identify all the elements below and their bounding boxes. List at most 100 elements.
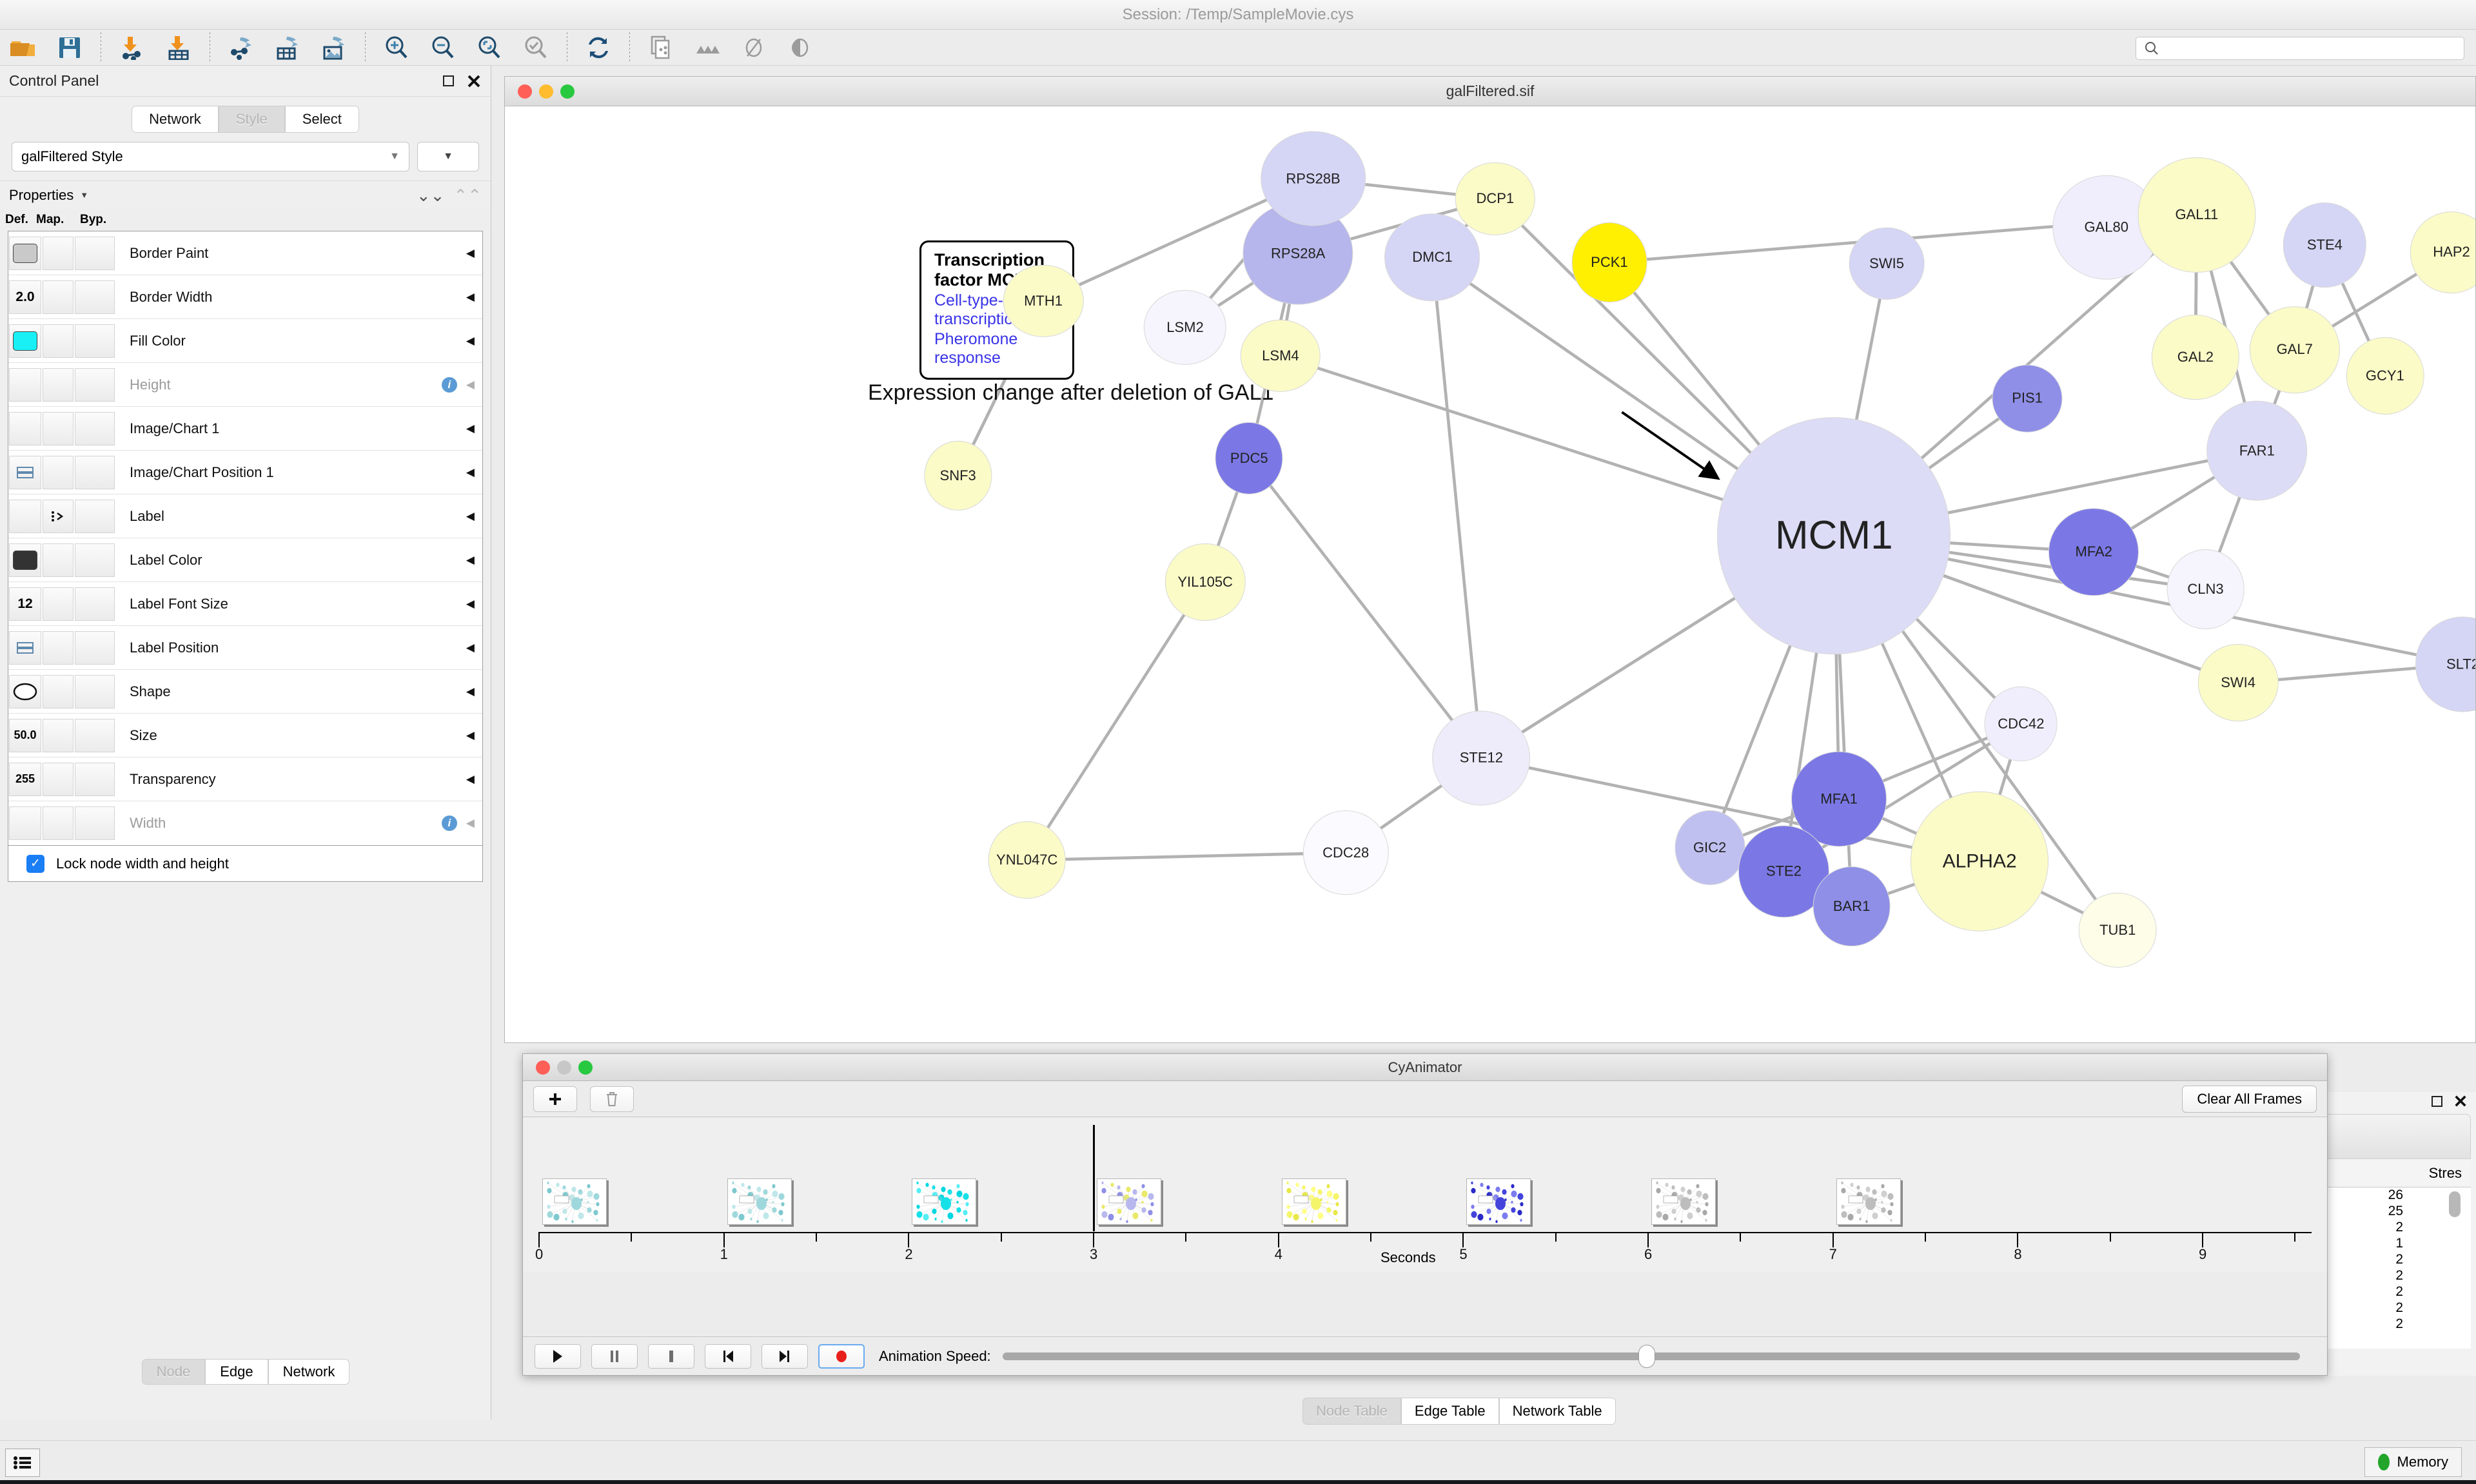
network-node-cln3[interactable]: CLN3 — [2166, 549, 2245, 630]
refresh-layout-icon[interactable] — [575, 30, 622, 66]
network-node-dcp1[interactable]: DCP1 — [1455, 162, 1536, 235]
property-row-label-position[interactable]: Label Position ◀ — [8, 626, 482, 670]
property-mapping-cell[interactable] — [43, 718, 74, 752]
show-all-icon[interactable] — [684, 30, 731, 66]
delete-frame-button[interactable] — [590, 1086, 634, 1112]
close-button[interactable] — [518, 84, 532, 99]
network-node-gal11[interactable]: GAL11 — [2137, 157, 2256, 273]
network-node-ste12[interactable]: STE12 — [1432, 710, 1531, 806]
property-mapping-cell[interactable] — [43, 630, 74, 665]
hide-selected-icon[interactable] — [731, 30, 777, 66]
pause-button[interactable] — [591, 1343, 638, 1369]
tab-style[interactable]: Style — [218, 106, 285, 133]
property-default-cell[interactable]: 2.0 — [9, 280, 41, 314]
property-bypass-cell[interactable] — [75, 236, 115, 270]
expand-arrow-icon[interactable]: ◀ — [466, 817, 475, 829]
property-bypass-cell[interactable] — [75, 762, 115, 796]
property-default-cell[interactable]: 12 — [9, 587, 41, 621]
network-node-lsm4[interactable]: LSM4 — [1240, 320, 1321, 393]
property-row-size[interactable]: 50.0 Size ◀ — [8, 714, 482, 757]
property-default-cell[interactable] — [9, 543, 41, 577]
property-default-cell[interactable] — [9, 324, 41, 358]
property-mapping-cell[interactable] — [43, 455, 74, 489]
export-image-icon[interactable] — [311, 30, 357, 66]
property-row-image-chart-1[interactable]: Image/Chart 1 ◀ — [8, 407, 482, 451]
minimize-button[interactable] — [539, 84, 553, 99]
tab-edge[interactable]: Edge — [205, 1359, 268, 1385]
property-bypass-cell[interactable] — [75, 806, 115, 840]
minimize-button[interactable] — [557, 1060, 571, 1075]
animation-frame[interactable] — [1836, 1178, 1901, 1225]
network-node-mcm1[interactable]: MCM1 — [1717, 417, 1951, 654]
animation-frame[interactable] — [912, 1178, 977, 1225]
expand-arrow-icon[interactable]: ◀ — [466, 641, 475, 654]
animation-frame[interactable] — [542, 1178, 607, 1225]
property-row-transparency[interactable]: 255 Transparency ◀ — [8, 757, 482, 801]
property-mapping-cell[interactable] — [43, 280, 74, 314]
property-bypass-cell[interactable] — [75, 587, 115, 621]
table-row[interactable]: 2 — [2395, 1268, 2403, 1283]
property-mapping-cell[interactable] — [43, 543, 74, 577]
table-row[interactable]: 2 — [2395, 1220, 2403, 1235]
animation-frame[interactable] — [1466, 1178, 1531, 1225]
property-default-cell[interactable] — [9, 455, 41, 489]
tab-network-style[interactable]: Network — [268, 1359, 350, 1385]
property-bypass-cell[interactable] — [75, 630, 115, 665]
play-button[interactable] — [535, 1343, 581, 1369]
network-node-dmc1[interactable]: DMC1 — [1384, 213, 1480, 302]
network-node-slt2[interactable]: SLT2 — [2415, 616, 2475, 712]
expand-arrow-icon[interactable]: ◀ — [466, 597, 475, 610]
animation-frame[interactable] — [727, 1178, 792, 1225]
open-folder-icon[interactable] — [0, 30, 46, 66]
cyanimator-timeline[interactable]: 0 1 2 3 4 5 6 7 8 9 Seconds — [523, 1117, 2327, 1272]
network-node-cdc28[interactable]: CDC28 — [1302, 810, 1389, 895]
expand-arrow-icon[interactable]: ◀ — [466, 334, 475, 347]
close-button[interactable] — [536, 1060, 550, 1075]
animation-frame[interactable] — [1097, 1178, 1161, 1225]
record-button[interactable] — [818, 1343, 865, 1369]
network-node-swi4[interactable]: SWI4 — [2197, 644, 2279, 722]
clear-all-frames-button[interactable]: Clear All Frames — [2182, 1085, 2317, 1113]
table-row[interactable]: 2 — [2395, 1252, 2403, 1267]
step-backward-button[interactable] — [705, 1343, 751, 1369]
network-node-mfa1[interactable]: MFA1 — [1791, 751, 1887, 847]
property-mapping-cell[interactable] — [43, 806, 74, 840]
color-swatch[interactable] — [13, 331, 37, 351]
stop-button[interactable] — [648, 1343, 694, 1369]
network-node-gic2[interactable]: GIC2 — [1675, 810, 1745, 886]
timeline-playhead[interactable] — [1093, 1125, 1095, 1231]
maximize-button[interactable] — [560, 84, 575, 99]
property-row-width[interactable]: Width i ◀ — [8, 801, 482, 845]
property-row-label-font-size[interactable]: 12 Label Font Size ◀ — [8, 582, 482, 626]
network-node-pdc5[interactable]: PDC5 — [1215, 422, 1283, 495]
property-row-label[interactable]: Label ◀ — [8, 494, 482, 538]
property-default-cell[interactable] — [9, 806, 41, 840]
slider-knob[interactable] — [1638, 1344, 1655, 1368]
network-node-alpha2[interactable]: ALPHA2 — [1911, 791, 2049, 932]
network-canvas[interactable]: Expression change after deletion of GAL1… — [505, 106, 2475, 1042]
property-default-cell[interactable] — [9, 411, 41, 445]
network-node-ste4[interactable]: STE4 — [2283, 202, 2366, 288]
network-node-hap2[interactable]: HAP2 — [2410, 211, 2475, 294]
network-node-lsm2[interactable]: LSM2 — [1143, 289, 1227, 365]
expand-arrow-icon[interactable]: ◀ — [466, 509, 475, 522]
property-bypass-cell[interactable] — [75, 367, 115, 402]
network-node-gal2[interactable]: GAL2 — [2151, 315, 2240, 400]
property-bypass-cell[interactable] — [75, 280, 115, 314]
network-node-mth1[interactable]: MTH1 — [1003, 264, 1084, 338]
expand-arrow-icon[interactable]: ◀ — [466, 685, 475, 698]
expand-arrow-icon[interactable]: ◀ — [466, 553, 475, 566]
property-bypass-cell[interactable] — [75, 674, 115, 708]
property-mapping-cell[interactable] — [43, 411, 74, 445]
expand-arrow-icon[interactable]: ◀ — [466, 378, 475, 391]
property-row-image-chart-position-1[interactable]: Image/Chart Position 1 ◀ — [8, 451, 482, 494]
property-default-cell[interactable] — [9, 499, 41, 533]
expand-arrow-icon[interactable]: ◀ — [466, 422, 475, 434]
property-mapping-cell[interactable] — [43, 324, 74, 358]
property-mapping-cell[interactable] — [43, 367, 74, 402]
property-bypass-cell[interactable] — [75, 499, 115, 533]
network-node-cdc42[interactable]: CDC42 — [1984, 687, 2058, 762]
lock-node-size-row[interactable]: ✓ Lock node width and height — [8, 846, 483, 882]
close-icon[interactable] — [2454, 1095, 2467, 1111]
zoom-in-icon[interactable] — [373, 30, 420, 66]
